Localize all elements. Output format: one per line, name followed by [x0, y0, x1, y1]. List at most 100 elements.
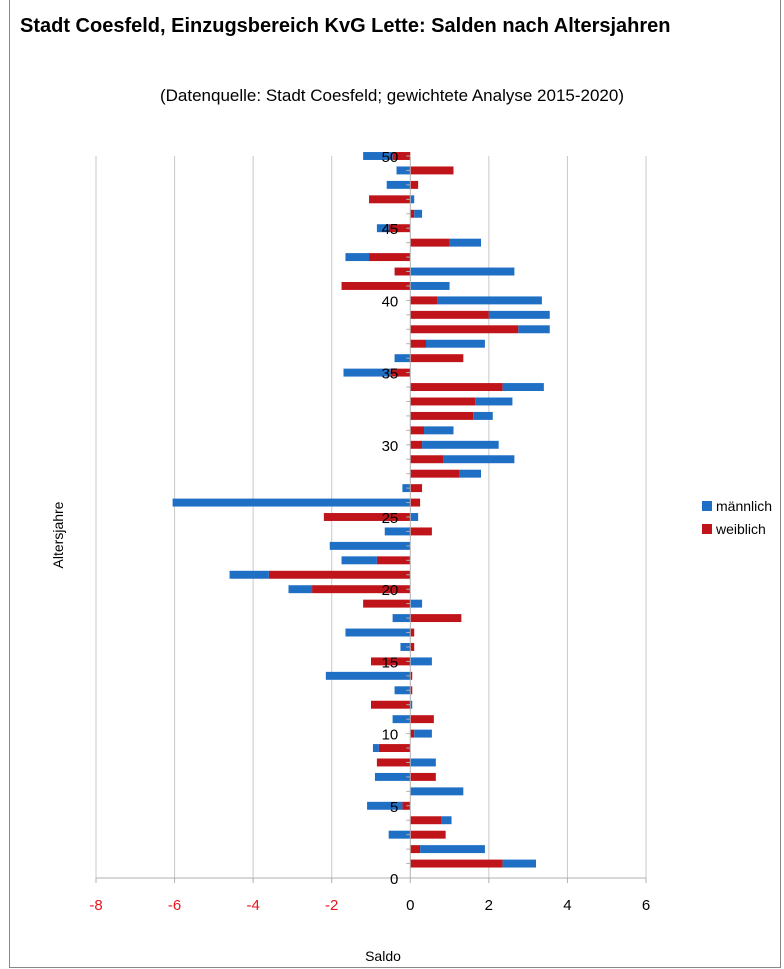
bar-maennlich: [473, 411, 493, 420]
bar-weiblich: [410, 527, 432, 536]
bar-weiblich: [410, 671, 413, 680]
bar-weiblich: [388, 224, 411, 233]
x-tick-label: 6: [642, 897, 650, 914]
bar-weiblich: [410, 180, 419, 189]
bar-weiblich: [369, 195, 411, 204]
x-axis-label: Saldo: [365, 948, 401, 964]
bar-maennlich: [386, 180, 411, 189]
bar-maennlich: [374, 772, 411, 781]
bar-maennlich: [172, 498, 411, 507]
bar-maennlich: [441, 816, 452, 825]
bar-weiblich: [410, 339, 426, 348]
y-tick-label: 50: [382, 149, 399, 166]
bar-maennlich: [394, 354, 411, 363]
bar-maennlich: [449, 238, 481, 247]
y-tick-label: 40: [382, 293, 399, 310]
bar-weiblich: [410, 455, 444, 464]
bar-weiblich: [410, 614, 462, 623]
axes: -8 -6 -4 -2 0 2 4 6 0 5 10 15 20 25 30 35 40 45 50: [89, 149, 650, 914]
legend-swatch-weiblich: [702, 524, 712, 534]
bar-weiblich: [371, 700, 411, 709]
bar-weiblich: [410, 859, 503, 868]
bar-weiblich: [392, 152, 411, 160]
x-tick-label: 4: [563, 897, 571, 914]
bar-weiblich: [410, 845, 421, 854]
bar-maennlich: [392, 715, 411, 724]
bar-weiblich: [268, 570, 411, 579]
bar-maennlich: [475, 397, 513, 406]
bar-maennlich: [288, 585, 313, 594]
x-tick-label: -4: [246, 897, 259, 914]
y-tick-label: 20: [382, 582, 399, 599]
bar-weiblich: [410, 484, 423, 493]
bar-weiblich: [390, 368, 411, 377]
legend-label-maennlich: männlich: [716, 498, 773, 514]
bar-weiblich: [378, 744, 411, 753]
bar-weiblich: [410, 440, 423, 449]
y-tick-label: 45: [382, 221, 399, 238]
bar-weiblich: [410, 411, 474, 420]
bar-weiblich: [410, 397, 476, 406]
bar-weiblich: [410, 325, 519, 334]
bar-weiblich: [410, 469, 460, 478]
bar-weiblich: [410, 628, 415, 637]
y-tick-label: 10: [382, 727, 399, 744]
bar-maennlich: [329, 541, 411, 550]
bar-maennlich: [410, 700, 413, 709]
bar-weiblich: [341, 281, 411, 290]
bar-weiblich: [410, 166, 454, 175]
bar-maennlich: [502, 859, 536, 868]
bar-weiblich: [410, 729, 415, 738]
x-tick-label: -2: [325, 897, 338, 914]
bar-maennlich: [410, 787, 464, 796]
bar-maennlich: [372, 744, 379, 753]
bar-weiblich: [363, 599, 411, 608]
bar-maennlich: [414, 209, 423, 218]
bar-maennlich: [384, 527, 411, 536]
y-tick-label: 5: [390, 799, 398, 816]
bar-weiblich: [376, 758, 411, 767]
y-tick-label: 25: [382, 510, 399, 527]
bar-maennlich: [410, 758, 436, 767]
bar-maennlich: [388, 830, 411, 839]
bar-maennlich: [392, 614, 411, 623]
bar-maennlich: [396, 166, 411, 175]
bar-weiblich: [376, 556, 411, 565]
bar-weiblich: [394, 267, 411, 276]
bar-maennlich: [502, 383, 544, 392]
bar-maennlich: [345, 253, 370, 262]
bar-maennlich: [363, 152, 393, 160]
bar-maennlich: [410, 281, 450, 290]
legend-item-maennlich: männlich: [702, 498, 772, 514]
legend-item-weiblich: weiblich: [702, 521, 766, 537]
bar-maennlich: [410, 657, 432, 666]
x-tick-label: -8: [89, 897, 102, 914]
bar-maennlich: [376, 224, 389, 233]
bar-weiblich: [410, 772, 436, 781]
bar-weiblich: [410, 296, 438, 305]
bar-weiblich: [410, 498, 421, 507]
chart-title: Stadt Coesfeld, Einzugsbereich KvG Lette…: [20, 15, 671, 37]
bar-weiblich: [371, 657, 411, 666]
bar-maennlich: [410, 599, 423, 608]
bar-maennlich: [426, 339, 485, 348]
bar-maennlich: [343, 368, 391, 377]
bar-maennlich: [422, 440, 499, 449]
bar-maennlich: [459, 469, 481, 478]
bar-maennlich: [367, 801, 403, 810]
bar-maennlich: [229, 570, 269, 579]
y-axis-label: Altersjahre: [50, 501, 66, 568]
bar-maennlich: [394, 686, 411, 695]
x-tick-label: -6: [168, 897, 181, 914]
bar-maennlich: [518, 325, 550, 334]
y-tick-label: 30: [382, 438, 399, 455]
bar-maennlich: [325, 671, 411, 680]
bar-weiblich: [410, 830, 446, 839]
legend-swatch-maennlich: [702, 501, 712, 511]
bar-weiblich: [410, 715, 434, 724]
bar-maennlich: [410, 195, 415, 204]
y-tick-label: 15: [382, 654, 399, 671]
y-tick-label: 35: [382, 366, 399, 383]
bar-maennlich: [410, 267, 515, 276]
bar-weiblich: [410, 238, 450, 247]
